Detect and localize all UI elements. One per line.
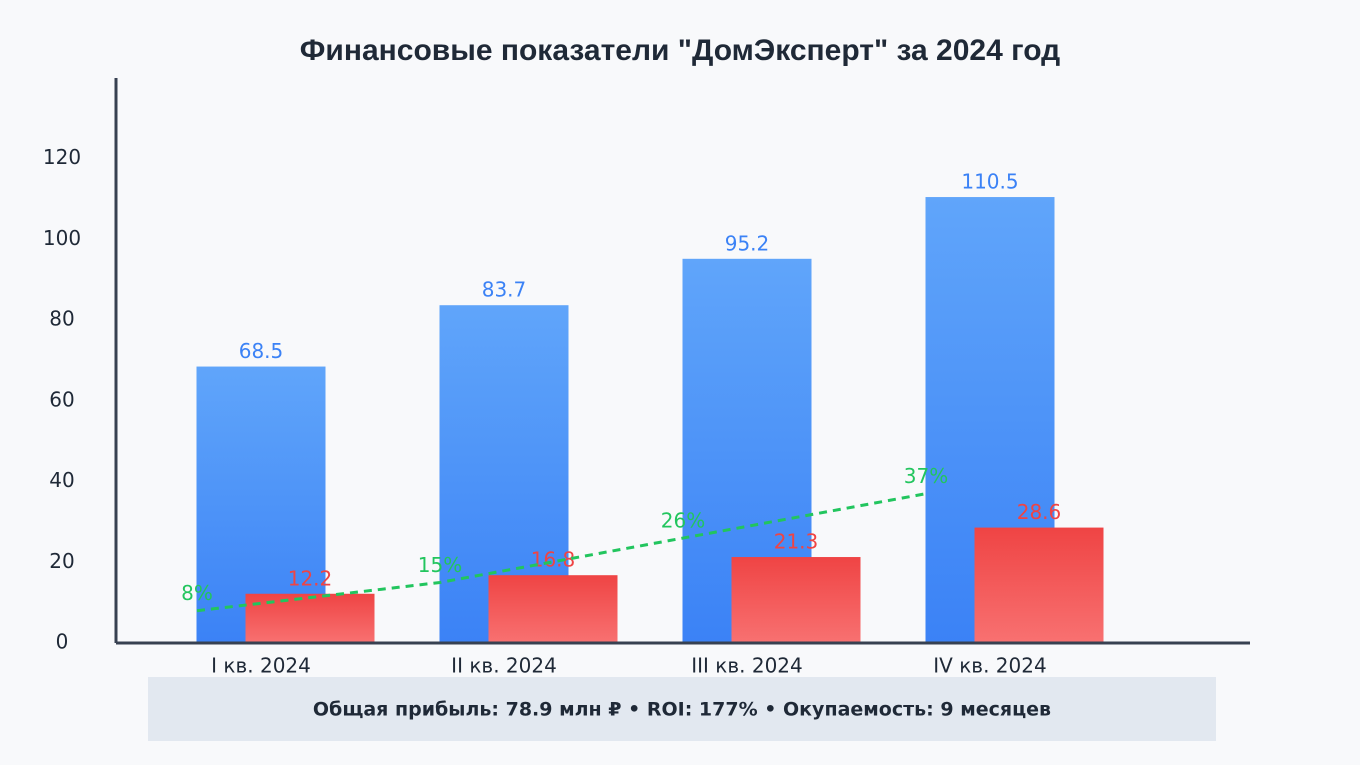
value-label: 15% <box>418 553 462 577</box>
y-tick-label: 0 <box>56 630 69 654</box>
value-label: 110.5 <box>961 170 1018 194</box>
value-label: 68.5 <box>239 339 284 363</box>
value-label: 95.2 <box>725 231 770 255</box>
y-tick-label: 100 <box>43 226 81 250</box>
bar <box>245 593 375 643</box>
value-label: 12.2 <box>288 566 333 590</box>
y-tick-label: 20 <box>49 549 74 573</box>
value-label: 16.8 <box>531 548 576 572</box>
value-label: 26% <box>661 509 705 533</box>
y-tick-label: 60 <box>49 387 74 411</box>
value-label: 83.7 <box>482 278 527 302</box>
footer: Общая прибыль: 78.9 млн ₽ • ROI: 177% • … <box>313 699 1051 721</box>
bar <box>974 527 1104 643</box>
value-label: 37% <box>904 464 948 488</box>
y-tick-label: 80 <box>49 307 74 331</box>
value-label: 28.6 <box>1017 500 1062 524</box>
bar <box>488 575 618 643</box>
chart-title: Финансовые показатели "ДомЭксперт" за 20… <box>300 34 1060 67</box>
line <box>196 492 927 613</box>
y-tick-label: 40 <box>49 468 74 492</box>
footer-box <box>148 677 1216 741</box>
bar <box>731 557 861 643</box>
x-tick-label: I кв. 2024 <box>211 654 311 678</box>
x-tick-label: IV кв. 2024 <box>933 654 1046 678</box>
x-tick-label: II кв. 2024 <box>451 654 557 678</box>
y-tick-label: 120 <box>43 145 81 169</box>
value-label: 21.3 <box>774 530 819 554</box>
x-tick-label: III кв. 2024 <box>691 654 803 678</box>
value-label: 8% <box>181 581 213 605</box>
